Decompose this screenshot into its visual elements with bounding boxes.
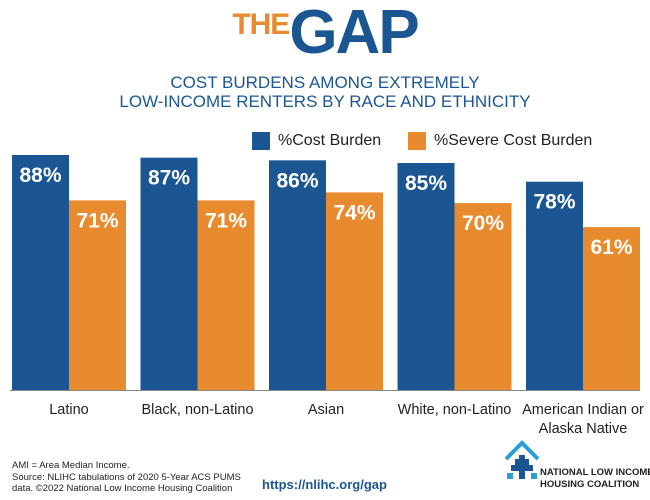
bar-cost-burden-3 [397, 163, 455, 390]
data-label-severe-cost-burden-4: 61% [590, 236, 632, 259]
data-label-cost-burden-0: 88% [19, 164, 61, 187]
data-label-cost-burden-3: 85% [405, 172, 447, 195]
logo-the: THE [232, 8, 290, 41]
org-name-line2: HOUSING COALITION [540, 479, 640, 490]
chart-subtitle-line2: LOW-INCOME RENTERS BY RACE AND ETHNICITY [119, 92, 531, 111]
house-cross-icon [504, 440, 540, 479]
footnote: AMI = Area Median Income. Source: NLIHC … [12, 460, 241, 495]
bar-severe-cost-burden-4 [583, 227, 640, 390]
nlihc-gap-link[interactable]: https://nlihc.org/gap [262, 477, 387, 492]
legend-label-cost-burden: %Cost Burden [278, 132, 382, 149]
footnote-line-3: data. ©2022 National Low Income Housing … [12, 483, 233, 494]
footnote-line-1: AMI = Area Median Income. [12, 460, 130, 471]
bar-severe-cost-burden-3 [454, 203, 512, 390]
data-label-severe-cost-burden-3: 70% [462, 212, 504, 235]
data-label-cost-burden-4: 78% [533, 191, 575, 214]
data-label-cost-burden-1: 87% [148, 167, 190, 190]
bar-cost-burden-4 [526, 181, 583, 390]
chart-subtitle-line1: COST BURDENS AMONG EXTREMELY [170, 73, 480, 92]
legend-label-severe-cost-burden: %Severe Cost Burden [434, 132, 593, 149]
footnote-line-2: Source: NLIHC tabulations of 2020 5-Year… [12, 471, 241, 483]
legend-item-cost-burden: %Cost Burden [252, 131, 381, 151]
category-label-4-1: Alaska Native [539, 421, 628, 437]
org-name: NATIONAL LOW INCOME HOUSING COALITION [540, 467, 650, 491]
category-label-3: White, non-Latino [398, 402, 512, 418]
logo-gap: GAP [289, 0, 419, 67]
legend-swatch-cost-burden [252, 132, 270, 150]
category-label-1: Black, non-Latino [141, 402, 253, 418]
bar-cost-burden-1 [140, 157, 198, 390]
bar-severe-cost-burden-1 [197, 200, 255, 390]
bar-severe-cost-burden-0 [69, 200, 126, 390]
data-label-severe-cost-burden-0: 71% [76, 209, 118, 232]
bar-severe-cost-burden-2 [326, 192, 383, 390]
category-label-2: Asian [308, 402, 344, 418]
category-label-4-0: American Indian or [522, 402, 644, 418]
data-label-severe-cost-burden-1: 71% [205, 209, 247, 232]
data-label-cost-burden-2: 86% [276, 169, 318, 192]
bar-cost-burden-0 [12, 155, 69, 390]
legend-item-severe-cost-burden: %Severe Cost Burden [408, 131, 592, 151]
category-label-0: Latino [49, 402, 89, 418]
the-gap-logo: THEGAP [0, 2, 650, 64]
legend-swatch-severe-cost-burden [408, 132, 426, 150]
bar-cost-burden-2 [269, 160, 326, 390]
data-label-severe-cost-burden-2: 74% [333, 201, 375, 224]
org-name-line1: NATIONAL LOW INCOME [540, 467, 650, 478]
